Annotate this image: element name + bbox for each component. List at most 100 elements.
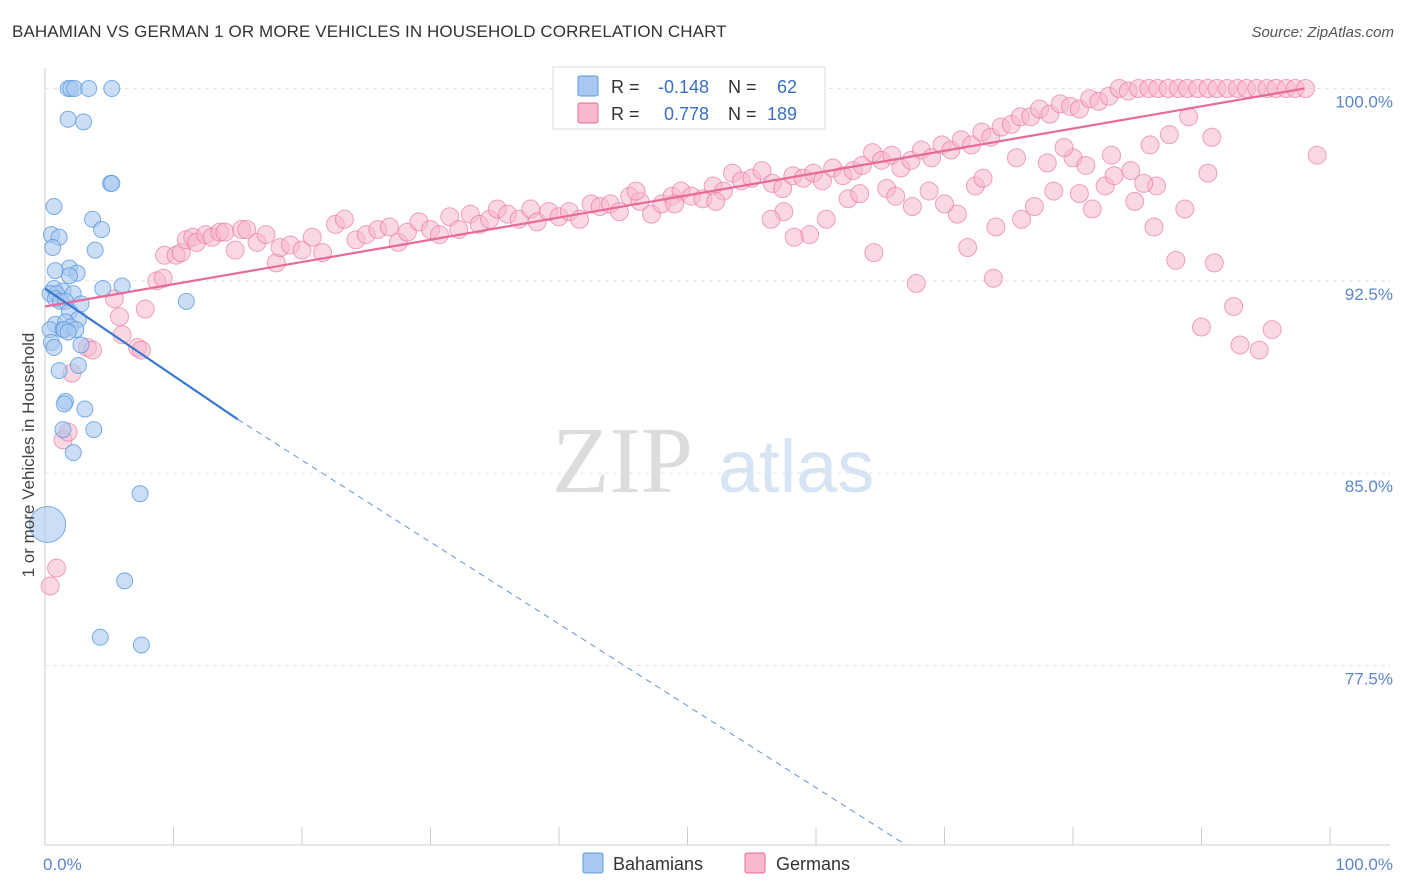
point-bahamians [85,421,103,439]
point-bahamians [46,262,64,280]
point-germans [110,307,130,327]
source-label: Source: ZipAtlas.com [1251,24,1394,41]
point-bahamians [44,239,62,257]
point-bahamians [60,267,78,285]
point-germans [1054,137,1074,157]
point-germans [1082,199,1102,219]
point-germans [626,181,646,201]
trend-extension-bahamians [237,418,907,846]
point-germans [256,225,276,245]
point-germans [1006,148,1026,168]
point-germans [1296,79,1316,99]
trend-lines [44,87,1305,846]
point-germans [850,184,870,204]
point-germans [1159,125,1179,145]
stats-n-label-bahamians: N = [728,77,757,97]
point-germans [864,243,884,263]
point-germans [902,196,922,216]
point-bahamians [80,80,98,98]
series-germans [40,79,1327,596]
tick-labels: 77.5% 85.0% 92.5% 100.0% 0.0% 100.0% [43,93,1393,874]
y-tick-label: 92.5% [1345,285,1393,304]
stats-n-value-germans: 189 [767,104,797,124]
y-tick-label: 77.5% [1345,669,1393,688]
point-bahamians [94,280,112,298]
point-bahamians [45,339,63,357]
point-germans [947,204,967,224]
legend-label-germans: Germans [776,854,850,874]
point-bahamians [91,628,109,646]
point-germans [379,217,399,237]
point-bahamians [45,197,63,215]
point-germans [1262,320,1282,340]
point-germans [1134,173,1154,193]
point-germans [665,194,685,214]
point-germans [1069,184,1089,204]
point-germans [1166,250,1186,270]
point-germans [816,209,836,229]
point-germans [1125,191,1145,211]
point-germans [292,240,312,260]
watermark-atlas: atlas [718,425,874,508]
point-germans [1224,296,1244,316]
point-germans [973,168,993,188]
point-germans [225,240,245,260]
point-germans [906,273,926,293]
trend-line-bahamians [44,287,239,421]
point-germans [1044,181,1064,201]
point-germans [1024,196,1044,216]
point-bahamians [50,362,68,380]
point-bahamians [69,356,87,374]
point-germans [1192,317,1211,337]
point-germans [1037,153,1057,173]
x-tick-label-min: 0.0% [43,855,82,874]
y-tick-label: 100.0% [1335,93,1393,112]
point-germans [1076,155,1096,175]
point-germans [1144,217,1164,237]
stats-swatch-germans [577,102,599,124]
legend-swatch-germans [744,852,766,874]
point-germans [1104,166,1124,186]
point-bahamians [93,221,111,239]
point-germans [153,268,173,288]
point-germans [1202,127,1222,147]
point-germans [302,227,322,247]
grid-lines [45,88,1390,666]
x-tick-label-max: 100.0% [1335,855,1393,874]
point-germans [135,299,155,319]
axes [44,68,1390,846]
stats-r-label-bahamians: R = [611,77,640,97]
chart-title: BAHAMIAN VS GERMAN 1 OR MORE VEHICLES IN… [12,22,727,41]
point-bahamians [177,292,195,310]
point-bahamians [132,636,150,654]
point-bahamians [29,505,67,543]
point-germans [1102,145,1122,165]
point-germans [1012,209,1032,229]
point-germans [131,340,151,360]
point-germans [47,558,67,578]
point-germans [1198,163,1218,183]
point-bahamians [76,400,94,418]
point-germans [784,227,804,247]
point-bahamians [131,485,149,503]
point-germans [752,161,772,181]
point-germans [761,209,781,229]
point-bahamians [86,241,104,259]
point-bahamians [75,113,93,131]
point-bahamians [64,444,82,462]
point-germans [1204,253,1224,273]
point-germans [334,209,354,229]
point-germans [919,181,939,201]
point-germans [935,194,954,214]
watermark: ZIP atlas [552,409,874,513]
point-bahamians [103,174,121,192]
stats-r-value-bahamians: -0.148 [658,77,709,97]
point-germans [1230,335,1250,355]
watermark-zip: ZIP [552,409,693,513]
stats-swatch-bahamians [577,75,599,97]
point-germans [429,225,449,245]
stats-n-value-bahamians: 62 [777,77,797,97]
point-germans [886,186,906,206]
point-germans [986,217,1006,237]
point-germans [237,220,257,240]
